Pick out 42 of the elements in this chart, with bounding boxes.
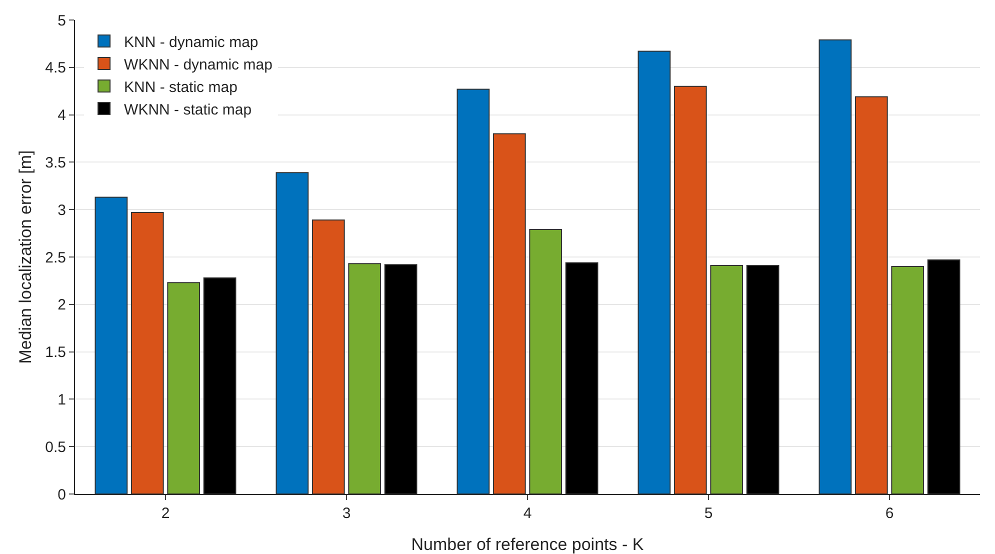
bar	[167, 282, 200, 494]
y-tick-label: 1	[58, 391, 66, 408]
bar	[94, 196, 128, 494]
y-tick-label: 0.5	[45, 438, 66, 456]
y-tick-label: 2.5	[45, 249, 66, 266]
bar	[818, 39, 852, 494]
bar	[384, 264, 418, 494]
bar	[348, 263, 382, 494]
y-tick-label: 0	[58, 486, 66, 504]
bar	[276, 172, 309, 494]
legend-label: KNN - static map	[124, 78, 238, 96]
x-tick-label: 5	[704, 505, 713, 522]
bar	[891, 266, 924, 494]
bar	[746, 265, 780, 494]
bar	[456, 88, 490, 494]
bar	[565, 262, 598, 494]
y-tick-label: 3.5	[45, 154, 66, 172]
bar	[529, 229, 562, 494]
y-tick-label: 1.5	[45, 344, 66, 362]
bar	[312, 220, 345, 494]
legend-label: WKNN - dynamic map	[124, 56, 272, 74]
x-tick-label: 6	[885, 505, 894, 522]
y-tick-label: 4	[58, 107, 66, 124]
bar	[203, 277, 236, 494]
bar	[492, 133, 526, 494]
y-tick-label: 5	[58, 12, 66, 30]
y-tick-label: 2	[58, 296, 66, 314]
bar	[710, 265, 744, 494]
y-tick-label: 3	[58, 202, 66, 219]
bar	[854, 96, 888, 494]
bar	[927, 259, 960, 494]
x-tick-label: 3	[342, 505, 351, 522]
legend-label: WKNN - static map	[124, 101, 252, 118]
bar	[674, 86, 707, 494]
legend-label: KNN - dynamic map	[124, 34, 258, 51]
x-tick-label: 2	[161, 505, 170, 522]
y-tick-label: 4.5	[45, 60, 66, 77]
bar	[638, 50, 671, 494]
x-tick-label: 4	[523, 505, 532, 522]
bar	[130, 212, 164, 494]
y-axis-title: Median localization error [m]	[16, 150, 35, 364]
x-axis-title: Number of reference points - K	[411, 535, 644, 554]
